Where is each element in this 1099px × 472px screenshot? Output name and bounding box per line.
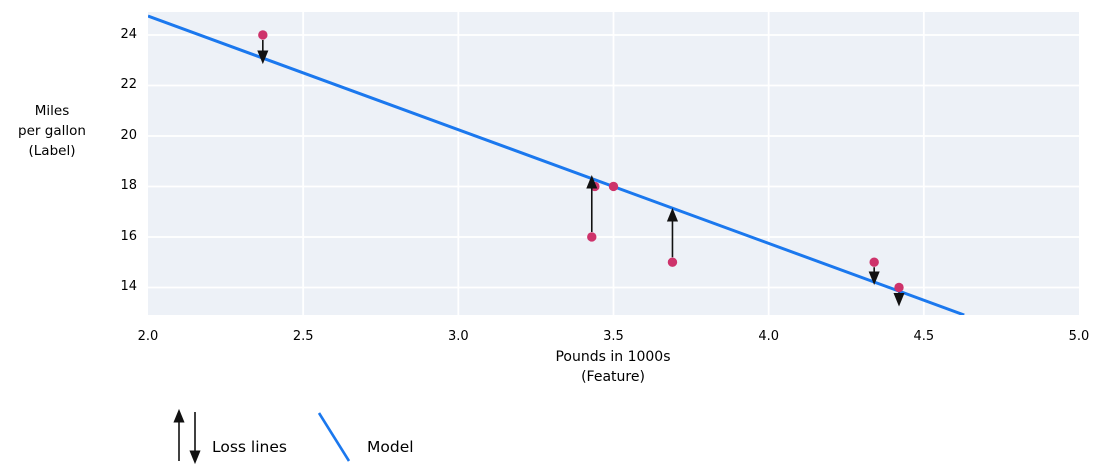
model-line — [148, 14, 965, 315]
x-tick-label: 3.0 — [447, 329, 469, 344]
data-point — [258, 30, 268, 40]
x-axis-label: Pounds in 1000s (Feature) — [555, 349, 671, 385]
model-legend-icon — [317, 412, 351, 462]
model-legend-label: Model — [367, 438, 414, 456]
y-tick-label: 20 — [120, 127, 137, 143]
y-tick-label: 24 — [120, 26, 137, 42]
x-tick-label: 2.0 — [137, 329, 159, 344]
data-point — [587, 232, 597, 242]
loss-lines-legend-icon — [173, 408, 201, 465]
x-tick-label: 5.0 — [1068, 329, 1090, 344]
x-tick-label: 2.5 — [292, 329, 314, 344]
model-line-icon — [317, 412, 351, 462]
x-tick-label: 3.5 — [603, 329, 624, 344]
y-axis-label: Miles per gallon (Label) — [18, 103, 86, 159]
data-point — [667, 257, 678, 267]
plot-area — [148, 12, 1079, 315]
data-point — [608, 181, 619, 192]
y-tick-label: 16 — [120, 228, 137, 244]
x-tick-label: 4.5 — [913, 329, 935, 344]
data-point — [869, 257, 879, 267]
y-tick-label: 22 — [120, 77, 137, 93]
loss-lines-legend-label: Loss lines — [212, 438, 287, 456]
y-tick-label: 14 — [120, 279, 137, 295]
x-tick-label: 4.0 — [758, 329, 779, 344]
data-point — [894, 282, 904, 293]
y-tick-label: 18 — [120, 178, 137, 194]
